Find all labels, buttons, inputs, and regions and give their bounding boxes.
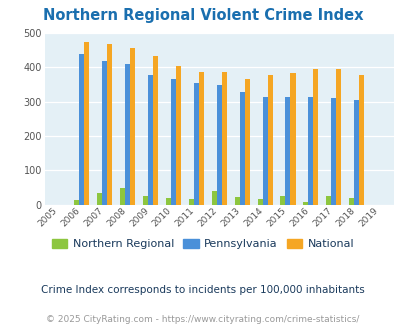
Bar [171,79,175,205]
Bar [257,199,262,205]
Bar [188,199,193,205]
Bar [290,73,295,205]
Bar [153,56,158,205]
Text: Northern Regional Violent Crime Index: Northern Regional Violent Crime Index [43,8,362,23]
Bar [326,196,330,205]
Bar [107,44,112,205]
Text: Crime Index corresponds to incidents per 100,000 inhabitants: Crime Index corresponds to incidents per… [41,285,364,295]
Bar [358,75,363,205]
Bar [262,97,267,205]
Bar [125,64,130,205]
Bar [221,72,226,205]
Bar [143,196,148,205]
Bar [303,202,308,205]
Bar [330,98,335,205]
Bar [267,75,272,205]
Bar [120,188,125,205]
Bar [198,72,203,205]
Bar [211,191,216,205]
Bar [308,97,313,205]
Text: © 2025 CityRating.com - https://www.cityrating.com/crime-statistics/: © 2025 CityRating.com - https://www.city… [46,315,359,324]
Bar [348,198,353,205]
Bar [79,53,84,205]
Bar [313,69,318,205]
Legend: Northern Regional, Pennsylvania, National: Northern Regional, Pennsylvania, Nationa… [47,234,358,253]
Bar [280,196,285,205]
Bar [335,69,341,205]
Bar [285,97,290,205]
Bar [102,61,107,205]
Bar [239,92,244,205]
Bar [353,100,358,205]
Bar [244,79,249,205]
Bar [193,83,198,205]
Bar [175,66,181,205]
Bar [74,201,79,205]
Bar [130,49,135,205]
Bar [166,198,171,205]
Bar [84,42,89,205]
Bar [216,85,221,205]
Bar [97,193,102,205]
Bar [148,75,153,205]
Bar [234,197,239,205]
